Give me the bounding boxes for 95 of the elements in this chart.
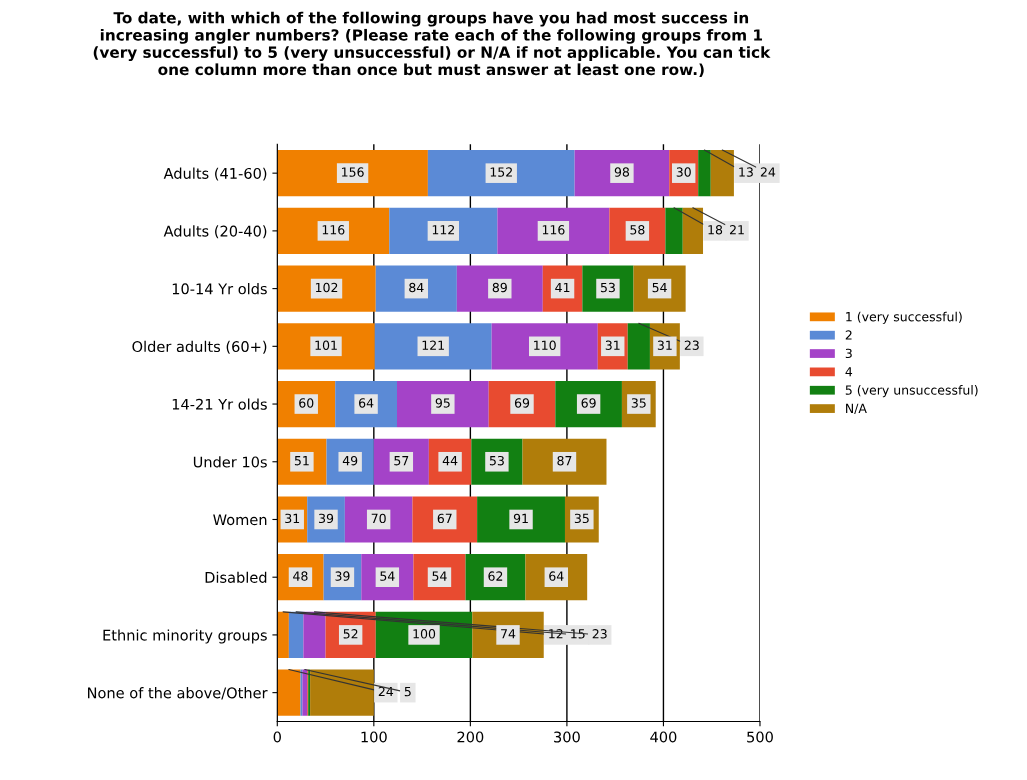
data-label: 64 — [359, 398, 374, 408]
bar — [665, 207, 683, 254]
data-label: 35 — [574, 513, 589, 524]
bar — [302, 669, 308, 716]
data-label: 31 — [285, 513, 300, 524]
data-label: 48 — [293, 571, 308, 581]
bar — [456, 265, 543, 312]
y-tick-label: Disabled — [205, 571, 267, 583]
y-tick-label: Adults (41-60) — [163, 167, 267, 181]
data-label: 116 — [322, 225, 345, 235]
data-label: 57 — [394, 456, 409, 466]
bar — [522, 438, 607, 485]
data-label: 54 — [380, 571, 395, 581]
legend-label: N/A — [846, 403, 867, 415]
data-label: 13 — [739, 167, 753, 177]
x-tick-label: 400 — [650, 731, 677, 743]
data-label: 100 — [413, 629, 436, 639]
data-label: 18 — [708, 225, 723, 235]
data-label: 53 — [600, 282, 615, 293]
bar — [374, 323, 492, 370]
x-tick-label: 500 — [747, 731, 773, 743]
data-label: 69 — [581, 398, 596, 408]
bar — [627, 323, 650, 370]
chart-title: To date, with which of the following groups have you had most success in increasing angler numbers? (Please rate each of the following groups from 1 (very successful) to 5 (very unsuccessful) or N/A if not applicable. You can tick one column more than once but must answer at least one row.) — [93, 11, 771, 77]
data-label: 54 — [432, 571, 447, 581]
data-label: 30 — [676, 167, 691, 177]
bar — [277, 669, 301, 716]
data-label: 89 — [492, 282, 507, 293]
data-label: 49 — [342, 455, 358, 466]
data-label: 54 — [652, 282, 667, 293]
data-label: 39 — [335, 571, 350, 581]
y-tick-label: Adults (20-40) — [163, 225, 267, 239]
data-label: 156 — [342, 167, 364, 177]
data-label: 23 — [592, 629, 607, 639]
legend-label: 4 — [845, 367, 853, 377]
bar — [710, 150, 734, 197]
bar — [427, 150, 575, 197]
data-label: 52 — [343, 629, 358, 639]
data-label: 31 — [657, 340, 672, 350]
data-label: 5 — [404, 686, 411, 697]
data-label: 101 — [315, 340, 337, 350]
y-tick-label: None of the above/Other — [88, 687, 268, 700]
data-label: 121 — [422, 340, 444, 350]
bar — [303, 611, 326, 659]
data-label: 62 — [488, 571, 503, 581]
y-tick-label: Ethnic minority groups — [103, 629, 267, 644]
data-label: 112 — [432, 225, 455, 235]
legend-label: 2 — [845, 330, 852, 340]
data-label: 23 — [684, 340, 699, 350]
bar — [682, 207, 704, 254]
bar — [698, 150, 711, 197]
data-label: 58 — [630, 225, 645, 235]
data-label: 51 — [294, 456, 309, 466]
data-label: 102 — [315, 282, 338, 293]
y-tick-label: Under 10s — [193, 456, 267, 468]
x-tick-label: 200 — [457, 731, 484, 743]
data-label: 41 — [555, 282, 570, 293]
data-label: 39 — [319, 513, 334, 524]
data-label: 67 — [437, 513, 452, 524]
data-label: 84 — [409, 282, 424, 293]
bar — [277, 611, 289, 659]
data-label: 60 — [299, 398, 314, 408]
data-label: 44 — [442, 456, 458, 466]
x-tick-label: 100 — [361, 731, 387, 743]
data-label: 53 — [489, 455, 504, 466]
bar — [477, 496, 565, 543]
data-label: 24 — [378, 686, 394, 697]
data-label: 98 — [614, 167, 630, 177]
data-label: 24 — [760, 167, 776, 177]
legend-label: 5 (very unsuccessful) — [845, 385, 978, 398]
data-label: 64 — [549, 571, 564, 581]
y-tick-label: 10-14 Yr olds — [172, 283, 267, 295]
data-label: 116 — [542, 225, 565, 235]
y-tick-label: 14-21 Yr olds — [172, 398, 267, 410]
x-tick-label: 0 — [273, 731, 281, 743]
data-label: 70 — [371, 513, 386, 524]
data-label: 110 — [534, 340, 556, 350]
y-tick-label: Women — [213, 514, 267, 526]
data-label: 74 — [501, 629, 516, 639]
data-label: 69 — [514, 398, 530, 408]
bar — [310, 669, 374, 716]
data-label: 87 — [557, 455, 572, 466]
y-tick-label: Older adults (60+) — [132, 340, 267, 354]
bar — [288, 611, 304, 659]
bar — [397, 380, 489, 428]
data-label: 91 — [513, 513, 528, 524]
data-label: 21 — [729, 225, 744, 235]
data-label: 152 — [490, 167, 512, 177]
bar — [277, 150, 428, 197]
data-label: 31 — [605, 340, 620, 350]
legend-label: 1 (very successful) — [846, 311, 962, 324]
data-label: 35 — [631, 398, 646, 408]
legend-label: 3 — [845, 348, 852, 359]
x-tick-label: 300 — [554, 731, 580, 743]
data-label: 95 — [435, 398, 450, 408]
